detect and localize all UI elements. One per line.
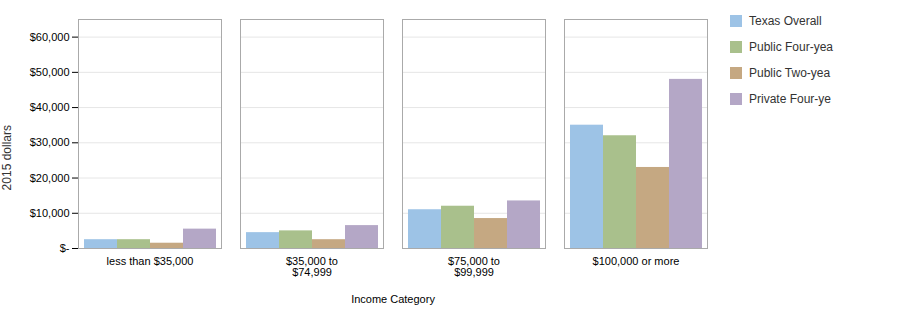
svg-text:less than $35,000: less than $35,000 (107, 255, 194, 267)
svg-text:$35,000 to$74,999: $35,000 to$74,999 (286, 255, 338, 278)
svg-text:$40,000: $40,000 (30, 101, 70, 113)
svg-text:$50,000: $50,000 (30, 66, 70, 78)
svg-text:Income Category: Income Category (351, 293, 435, 305)
svg-text:$-: $- (60, 242, 70, 254)
svg-text:$100,000 or more: $100,000 or more (593, 255, 680, 267)
html-text:Texas Overall: Texas Overall (749, 14, 822, 28)
html-text:Public Four-yea: Public Four-yea (749, 40, 833, 54)
svg-text:$30,000: $30,000 (30, 136, 70, 148)
html-text:2015 dollars: 2015 dollars (0, 124, 14, 191)
html-text:Public Two-yea: Public Two-yea (749, 66, 831, 80)
svg-text:$60,000: $60,000 (30, 31, 70, 43)
svg-text:$20,000: $20,000 (30, 172, 70, 184)
svg-text:$10,000: $10,000 (30, 207, 70, 219)
svg-text:$75,000 to$99,999: $75,000 to$99,999 (448, 255, 500, 278)
html-text:Private Four-ye: Private Four-ye (749, 92, 831, 106)
